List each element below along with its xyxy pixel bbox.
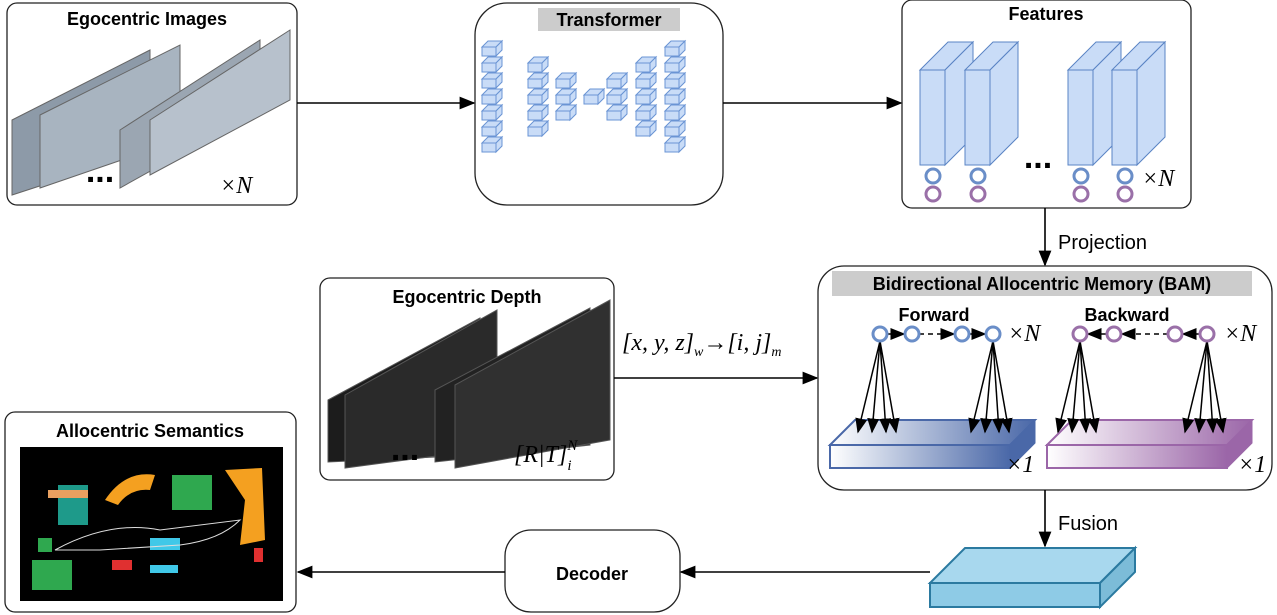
layer bbox=[665, 95, 679, 104]
layer bbox=[965, 70, 990, 165]
fused-map bbox=[930, 548, 1135, 607]
mapping-label: [x, y, z]w→[i, j]m bbox=[622, 330, 781, 360]
projection-label: Projection bbox=[1058, 232, 1147, 254]
multiplier: ×N bbox=[1008, 321, 1042, 347]
layer bbox=[556, 95, 570, 104]
node bbox=[1074, 187, 1088, 201]
transformer-title: Transformer bbox=[556, 10, 661, 30]
depth-title: Egocentric Depth bbox=[392, 287, 541, 307]
mapping-arrow: → bbox=[703, 330, 727, 356]
ellipsis: ... bbox=[1024, 138, 1052, 176]
node bbox=[1074, 169, 1088, 183]
semantics-title: Allocentric Semantics bbox=[56, 421, 244, 441]
layer bbox=[482, 63, 496, 72]
features-title: Features bbox=[1008, 4, 1083, 24]
node bbox=[905, 327, 919, 341]
layer bbox=[528, 95, 542, 104]
layer bbox=[607, 79, 621, 88]
multiplier: ×N bbox=[220, 173, 254, 199]
multiplier: ×1 bbox=[1006, 452, 1034, 478]
node bbox=[1200, 327, 1214, 341]
layer bbox=[528, 111, 542, 120]
node bbox=[1107, 327, 1121, 341]
memory-front bbox=[830, 445, 1010, 468]
pose-sub: i bbox=[567, 458, 571, 474]
layer bbox=[636, 63, 650, 72]
layer bbox=[636, 111, 650, 120]
transformer-box bbox=[475, 3, 723, 205]
node bbox=[926, 169, 940, 183]
multiplier: ×N bbox=[1142, 166, 1176, 192]
layer bbox=[556, 111, 570, 120]
decoder-label: Decoder bbox=[556, 564, 628, 584]
node bbox=[1168, 327, 1182, 341]
node bbox=[971, 187, 985, 201]
ellipsis: ... bbox=[391, 430, 419, 468]
mapping-source: [x, y, z] bbox=[622, 330, 694, 356]
layer bbox=[528, 127, 542, 136]
layer bbox=[665, 79, 679, 88]
mapping-target: [i, j] bbox=[727, 330, 771, 356]
layer bbox=[584, 95, 598, 104]
layer bbox=[665, 143, 679, 152]
node bbox=[986, 327, 1000, 341]
layer bbox=[636, 79, 650, 88]
layer bbox=[1068, 70, 1093, 165]
pose-sup: N bbox=[566, 438, 578, 454]
layer bbox=[556, 79, 570, 88]
layer bbox=[482, 111, 496, 120]
layer bbox=[607, 111, 621, 120]
layer bbox=[920, 70, 945, 165]
semantic-map bbox=[20, 447, 283, 601]
node bbox=[873, 327, 887, 341]
layer bbox=[482, 47, 496, 56]
bam-title: Bidirectional Allocentric Memory (BAM) bbox=[873, 274, 1211, 294]
multiplier: ×N bbox=[1224, 321, 1258, 347]
layer bbox=[482, 95, 496, 104]
node bbox=[1118, 187, 1132, 201]
layer bbox=[1112, 70, 1137, 165]
multiplier: ×1 bbox=[1238, 452, 1266, 478]
pose-base: [R|T] bbox=[514, 442, 567, 468]
backward-label: Backward bbox=[1084, 305, 1169, 325]
layer bbox=[665, 47, 679, 56]
layer bbox=[636, 127, 650, 136]
mapping-sub: m bbox=[771, 345, 781, 360]
images-title: Egocentric Images bbox=[67, 9, 227, 29]
memory-front bbox=[1047, 445, 1227, 468]
layer bbox=[607, 95, 621, 104]
forward-label: Forward bbox=[898, 305, 969, 325]
node bbox=[1073, 327, 1087, 341]
layer bbox=[665, 127, 679, 136]
ellipsis: ... bbox=[86, 152, 114, 190]
layer bbox=[665, 111, 679, 120]
layer bbox=[528, 79, 542, 88]
layer bbox=[482, 143, 496, 152]
fusion-label: Fusion bbox=[1058, 513, 1118, 535]
node bbox=[1118, 169, 1132, 183]
layer bbox=[636, 95, 650, 104]
layer bbox=[482, 79, 496, 88]
layer bbox=[482, 127, 496, 136]
diagram: Egocentric Images ... ×N Transformer Fea… bbox=[0, 0, 1277, 615]
layer bbox=[665, 63, 679, 72]
node bbox=[971, 169, 985, 183]
layer bbox=[528, 63, 542, 72]
node bbox=[926, 187, 940, 201]
node bbox=[955, 327, 969, 341]
